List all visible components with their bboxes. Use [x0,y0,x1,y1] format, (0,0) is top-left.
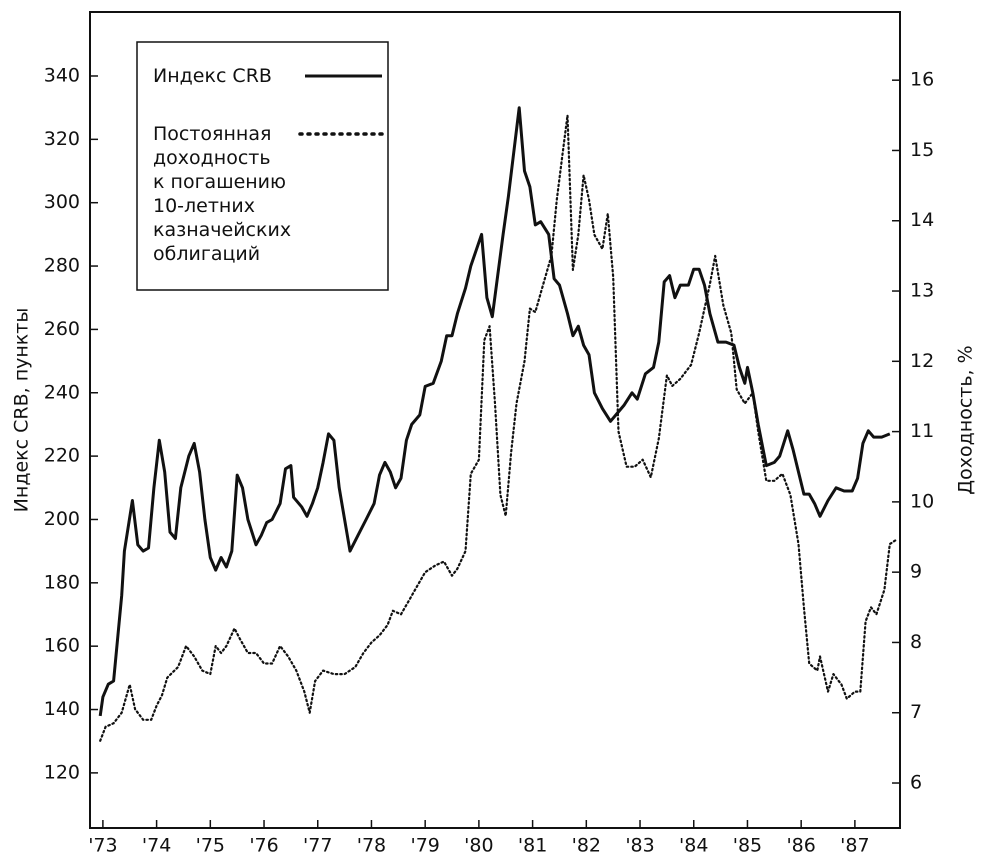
y-tick-label: 200 [44,508,80,530]
x-tick-label: '84 [679,835,708,857]
y2-tick-label: 7 [910,701,922,723]
legend-label: Постоянная доходность к погашению 10-лет… [153,123,292,265]
y-tick-label: 140 [44,698,80,720]
y-tick-label: 340 [44,64,80,86]
plot-frame [89,11,901,829]
y2-tick-label: 16 [910,69,934,91]
x-tick-label: '81 [518,835,547,857]
y2-tick-label: 8 [910,631,922,653]
x-tick-label: '74 [142,835,171,857]
y-tick-label: 280 [44,255,80,277]
y2-axis-label: Доходность, % [955,345,977,494]
y-tick-label: 240 [44,381,80,403]
legend-box [136,41,389,291]
x-tick-label: '78 [357,835,386,857]
x-tick-label: '76 [249,835,278,857]
x-tick-label: '75 [196,835,225,857]
y-tick-label: 320 [44,128,80,150]
y2-tick-label: 13 [910,280,934,302]
x-tick-label: '73 [88,835,117,857]
y2-tick-label: 9 [910,561,922,583]
data-line [99,114,897,742]
x-tick-label: '86 [786,835,815,857]
y2-tick-label: 11 [910,420,934,442]
x-tick-label: '87 [840,835,869,857]
y2-tick-label: 6 [910,772,922,794]
y-tick-label: 300 [44,191,80,213]
x-tick-label: '82 [572,835,601,857]
x-tick-label: '79 [410,835,439,857]
x-tick-label: '83 [625,835,654,857]
x-tick-label: '85 [733,835,762,857]
y-tick-label: 120 [44,761,80,783]
y2-tick-label: 12 [910,350,934,372]
data-line [98,106,891,717]
y-tick-label: 160 [44,635,80,657]
x-tick-label: '80 [464,835,493,857]
y2-tick-label: 15 [910,139,934,161]
y-axis-label: Индекс CRB, пункты [11,308,33,513]
y-tick-label: 220 [44,445,80,467]
legend-label: Индекс CRB [153,65,272,87]
y2-tick-label: 10 [910,490,934,512]
y2-tick-label: 14 [910,209,934,231]
y-tick-label: 260 [44,318,80,340]
x-tick-label: '77 [303,835,332,857]
y-tick-label: 180 [44,571,80,593]
